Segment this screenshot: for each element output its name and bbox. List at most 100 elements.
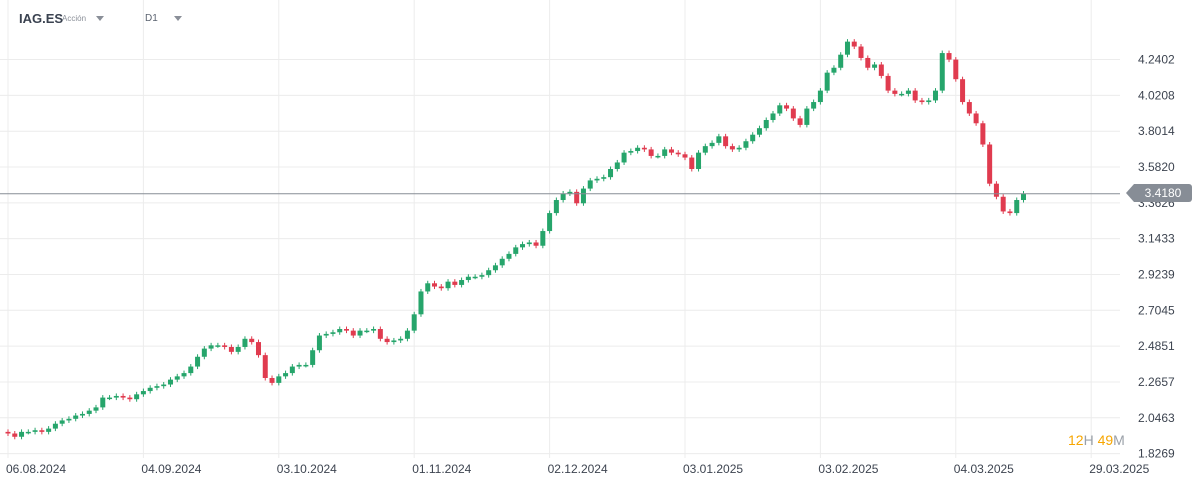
- x-tick-label: 06.08.2024: [6, 462, 66, 476]
- candle: [790, 106, 796, 121]
- candle-body: [960, 79, 966, 103]
- candle-body: [973, 113, 979, 124]
- candle-body: [831, 67, 837, 73]
- candle-body: [222, 345, 228, 347]
- candle: [716, 133, 722, 146]
- candle-body: [140, 391, 146, 395]
- candle-body: [479, 275, 485, 277]
- candle: [492, 262, 498, 273]
- candle-body: [113, 395, 119, 398]
- x-tick-label: 01.11.2024: [412, 462, 471, 476]
- candle: [438, 284, 444, 291]
- instrument-type[interactable]: Acción: [62, 14, 87, 23]
- current-price-label: 3.4180: [1126, 184, 1192, 202]
- candle: [25, 429, 31, 435]
- candle: [93, 404, 99, 414]
- candle-body: [723, 136, 729, 147]
- candle: [113, 393, 119, 401]
- candle: [432, 280, 438, 290]
- candle-body: [946, 53, 952, 60]
- candle-body: [993, 183, 999, 197]
- candle: [472, 274, 478, 280]
- candle-body: [560, 193, 566, 201]
- candle: [993, 181, 999, 200]
- candle: [330, 329, 336, 337]
- candle-body: [235, 346, 241, 352]
- candle-body: [249, 338, 255, 343]
- candle-body: [411, 314, 417, 331]
- candle-body: [675, 152, 681, 155]
- candle: [844, 39, 850, 58]
- time-axis[interactable]: 06.08.2024 04.09.2024 03.10.2024 01.11.2024…: [6, 462, 1150, 476]
- candle-body: [425, 283, 431, 292]
- candle-body: [540, 231, 546, 246]
- candle-body: [465, 276, 471, 281]
- candle-body: [689, 157, 695, 169]
- candle: [350, 328, 356, 339]
- candle-body: [872, 64, 878, 68]
- candle: [222, 342, 228, 350]
- candle: [39, 427, 45, 435]
- candle: [391, 337, 397, 345]
- timeframe-selector[interactable]: D1: [145, 13, 158, 24]
- candle: [181, 370, 187, 379]
- candle: [858, 44, 864, 61]
- candle-body: [912, 90, 918, 101]
- candle: [763, 117, 769, 131]
- candle: [242, 336, 248, 350]
- price-axis[interactable]: 4.24024.02083.80143.58203.36263.14332.92…: [1138, 53, 1175, 461]
- candle: [316, 333, 322, 353]
- caret-down-icon[interactable]: [174, 16, 182, 21]
- candle: [303, 362, 309, 368]
- candle: [195, 354, 201, 370]
- candle: [1000, 194, 1006, 214]
- y-tick-label: 2.2657: [1138, 375, 1175, 389]
- candle-body: [919, 100, 925, 103]
- candle-body: [716, 136, 722, 143]
- candle: [323, 331, 329, 339]
- candle-body: [337, 329, 343, 333]
- candle: [384, 336, 390, 345]
- candle: [398, 336, 404, 343]
- candle-countdown: 12H 49M: [1068, 432, 1125, 448]
- candle-body: [1014, 200, 1020, 214]
- candle-body: [330, 332, 336, 334]
- candle-body: [59, 420, 65, 424]
- candle: [960, 76, 966, 105]
- candle-body: [892, 90, 898, 94]
- candle: [140, 388, 146, 397]
- candle-body: [587, 180, 593, 189]
- candle: [743, 138, 749, 151]
- candle-body: [181, 373, 187, 377]
- candle: [831, 65, 837, 76]
- candle-body: [966, 102, 972, 114]
- candle-body: [608, 168, 614, 178]
- candle: [939, 50, 945, 94]
- candle-body: [404, 330, 410, 339]
- symbol-name[interactable]: IAG.ES: [19, 11, 64, 26]
- candle: [357, 328, 363, 339]
- candle-body: [255, 342, 261, 356]
- candle: [560, 190, 566, 203]
- candle-body: [743, 141, 749, 148]
- candle-body: [980, 123, 986, 145]
- candle: [662, 146, 668, 159]
- candle: [161, 382, 167, 389]
- caret-down-icon[interactable]: [96, 16, 104, 21]
- candle: [601, 174, 607, 182]
- candle: [147, 385, 153, 394]
- candle-body: [628, 151, 634, 153]
- y-tick-label: 4.0208: [1138, 88, 1175, 102]
- candle: [736, 145, 742, 152]
- candle: [567, 189, 573, 196]
- candle: [459, 277, 465, 288]
- candle-body: [371, 329, 377, 331]
- candle: [696, 150, 702, 172]
- candle: [533, 239, 539, 249]
- candle: [919, 97, 925, 105]
- x-tick-label: 04.03.2025: [954, 462, 1014, 476]
- candle-body: [770, 113, 776, 121]
- candle-body: [269, 377, 275, 383]
- candle-body: [167, 379, 173, 385]
